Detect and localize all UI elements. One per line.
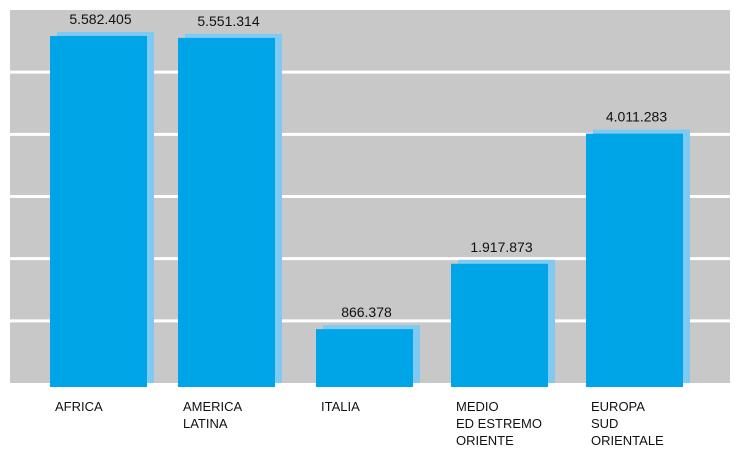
category-label-line: ITALIA: [321, 399, 360, 414]
category-label: MEDIO ED ESTREMO ORIENTE: [456, 398, 542, 449]
category-label-line: ED ESTREMO: [456, 416, 542, 431]
category-label-line: ORIENTALE: [591, 433, 664, 448]
bar: [586, 133, 683, 387]
category-label-line: ORIENTE: [456, 433, 514, 448]
bar: [316, 329, 413, 387]
bar-value-label: 4.011.283: [606, 109, 667, 125]
category-label: EUROPA SUD ORIENTALE: [591, 398, 664, 449]
bar: [50, 35, 147, 388]
category-label-line: LATINA: [183, 416, 228, 431]
bar-value-label: 866.378: [341, 304, 392, 320]
category-label-line: MEDIO: [456, 399, 499, 414]
bar-value-label: 5.551.314: [197, 13, 259, 29]
bar: [451, 263, 548, 387]
category-label: ITALIA: [321, 398, 360, 415]
bar: [178, 37, 275, 388]
category-label: AFRICA: [55, 398, 103, 415]
category-label: AMERICA LATINA: [183, 398, 242, 432]
category-label-line: AFRICA: [55, 399, 103, 414]
bar-value-label: 5.582.405: [69, 11, 131, 27]
bar-value-label: 1.917.873: [470, 239, 532, 255]
category-label-line: AMERICA: [183, 399, 243, 414]
category-label-line: SUD: [591, 416, 619, 431]
category-label-line: EUROPA: [591, 399, 645, 414]
